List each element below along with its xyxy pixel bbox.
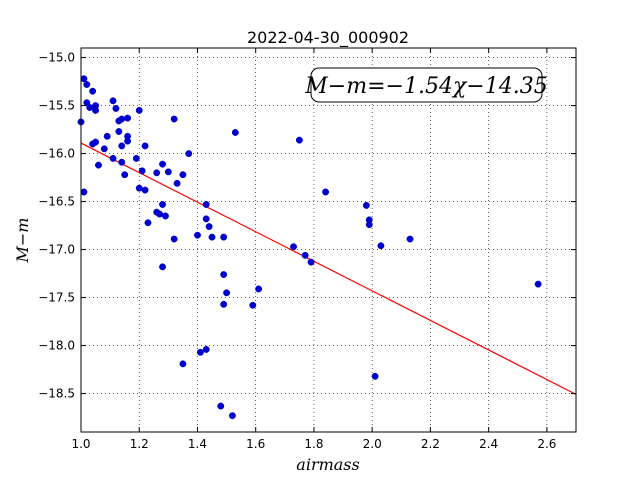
data-point xyxy=(228,412,236,420)
data-point xyxy=(202,215,210,223)
data-point xyxy=(249,301,257,309)
y-tick-label: −16.5 xyxy=(38,195,75,209)
fit-line-group xyxy=(80,142,577,395)
data-point xyxy=(406,235,414,243)
x-axis-label: airmass xyxy=(296,455,359,474)
data-point xyxy=(196,348,204,356)
data-point xyxy=(362,201,370,209)
data-point xyxy=(109,97,117,105)
data-point xyxy=(170,235,178,243)
data-point xyxy=(144,219,152,227)
data-point xyxy=(179,360,187,368)
x-tick-label: 1.2 xyxy=(130,437,149,451)
data-point xyxy=(103,132,111,140)
fit-line xyxy=(80,142,577,395)
data-point xyxy=(377,242,385,250)
data-point xyxy=(295,136,303,144)
data-point xyxy=(109,154,117,162)
x-tick-label: 2.6 xyxy=(537,437,556,451)
data-point xyxy=(202,201,210,208)
data-point xyxy=(124,137,132,145)
plot-frame xyxy=(80,47,577,433)
axis-ticks: 1.0 1.2 1.4 1.6 1.8 2.0 2.2 2.4 2.6 −15.0 −15.5 −16… xyxy=(38,48,576,451)
data-point xyxy=(159,263,166,271)
data-point xyxy=(89,87,97,95)
data-point xyxy=(141,186,149,194)
grid xyxy=(80,48,576,432)
data-point xyxy=(118,115,126,123)
data-point xyxy=(220,233,228,241)
y-tick-label: −17.5 xyxy=(38,291,75,305)
data-point xyxy=(80,188,88,196)
data-point xyxy=(223,289,231,297)
data-point xyxy=(92,138,100,146)
data-point xyxy=(80,75,88,83)
data-points xyxy=(77,75,542,420)
x-tick-label: 2.2 xyxy=(421,437,440,451)
x-tick-label: 1.6 xyxy=(246,437,265,451)
data-point xyxy=(153,169,161,177)
data-point xyxy=(118,142,126,150)
data-point xyxy=(208,233,216,241)
data-point xyxy=(121,171,129,179)
data-point xyxy=(138,167,146,175)
x-tick-label: 1.8 xyxy=(304,437,323,451)
data-point xyxy=(217,402,225,410)
data-point xyxy=(231,129,239,136)
data-point xyxy=(100,145,108,153)
data-point xyxy=(185,150,193,158)
y-tick-label: −18.5 xyxy=(38,387,75,401)
data-point xyxy=(156,210,164,218)
data-point xyxy=(290,243,298,251)
data-point xyxy=(135,106,143,114)
data-point xyxy=(307,258,315,266)
data-point xyxy=(220,271,228,279)
data-point xyxy=(255,285,263,293)
data-point xyxy=(141,142,149,150)
x-tick-label: 1.0 xyxy=(71,437,90,451)
data-point xyxy=(135,184,143,192)
data-point xyxy=(92,106,100,114)
x-tick-label: 2.4 xyxy=(479,437,498,451)
data-point xyxy=(194,231,201,239)
data-point xyxy=(118,158,126,166)
y-tick-label: −18.0 xyxy=(38,339,75,353)
data-point xyxy=(164,168,172,176)
data-point xyxy=(322,188,330,196)
data-point xyxy=(301,251,309,259)
x-tick-label: 1.4 xyxy=(188,437,207,451)
y-axis-label: M−m xyxy=(13,218,32,264)
data-point xyxy=(86,104,94,111)
data-point xyxy=(179,171,187,179)
data-point xyxy=(202,345,210,353)
x-tick-label: 2.0 xyxy=(363,437,382,451)
y-tick-label: −15.0 xyxy=(38,51,75,65)
data-point xyxy=(220,300,228,308)
data-point xyxy=(173,179,181,187)
data-point xyxy=(95,161,102,169)
fit-annotation: M−m=−1.54χ−14.35 xyxy=(304,67,548,103)
data-point xyxy=(159,160,166,168)
data-point xyxy=(170,115,178,123)
chart-title: 2022-04-30_000902 xyxy=(247,28,409,48)
y-tick-label: −15.5 xyxy=(38,99,75,113)
data-point xyxy=(365,221,373,229)
annotation-text: M−m=−1.54χ−14.35 xyxy=(304,74,547,99)
data-point xyxy=(161,212,169,220)
data-point xyxy=(124,114,132,122)
y-tick-label: −17.0 xyxy=(38,243,75,257)
y-tick-label: −16.0 xyxy=(38,147,75,161)
data-point xyxy=(112,105,120,112)
data-point xyxy=(159,201,166,208)
data-point xyxy=(83,81,91,88)
data-point xyxy=(132,154,140,162)
annotation-box xyxy=(310,67,543,103)
data-point xyxy=(371,372,379,380)
data-point xyxy=(115,128,123,135)
data-point xyxy=(205,223,213,231)
data-point xyxy=(534,280,542,288)
